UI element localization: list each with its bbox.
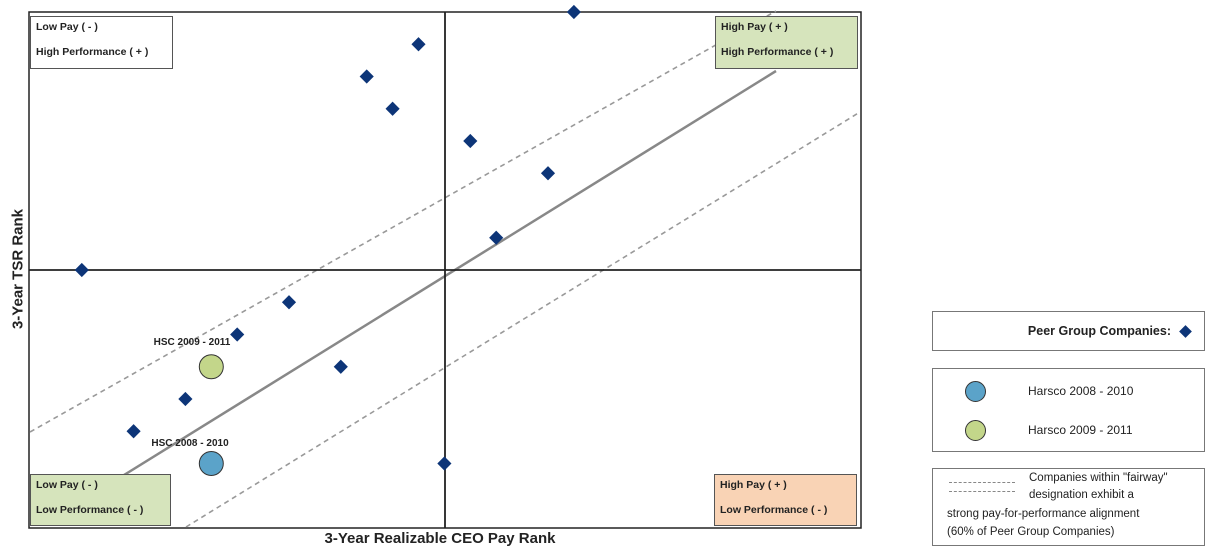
peer-company-point bbox=[230, 327, 245, 342]
peer-company-point bbox=[411, 37, 426, 52]
legend-harsco: Harsco 2008 - 2010 Harsco 2009 - 2011 bbox=[932, 368, 1205, 452]
quadrant-top-right: High Pay ( + ) High Performance ( + ) bbox=[715, 16, 858, 69]
peer-company-point bbox=[437, 456, 452, 471]
fairway-text-4: (60% of Peer Group Companies) bbox=[947, 526, 1115, 538]
peer-company-point bbox=[489, 230, 504, 245]
quadrant-top-right-line-1: High Pay ( + ) bbox=[721, 21, 788, 33]
quadrant-bottom-right-line-2: Low Performance ( - ) bbox=[720, 504, 828, 516]
peer-company-point bbox=[74, 262, 89, 278]
quadrant-bottom-right: High Pay ( + ) Low Performance ( - ) bbox=[714, 474, 857, 526]
legend-harsco-2009-2011-label: Harsco 2009 - 2011 bbox=[1028, 423, 1133, 437]
peer-company-point bbox=[385, 101, 400, 116]
dashed-line-icon bbox=[949, 482, 1015, 483]
trend-line bbox=[115, 69, 777, 482]
quadrant-bottom-left-line-2: Low Performance ( - ) bbox=[36, 504, 144, 516]
quadrant-top-left: Low Pay ( - ) High Performance ( + ) bbox=[30, 16, 173, 69]
harsco-2008-2010-point bbox=[198, 451, 224, 476]
legend-harsco-2008-2010: Harsco 2008 - 2010 bbox=[933, 376, 1204, 406]
y-axis-label: 3-Year TSR Rank bbox=[9, 208, 27, 330]
diamond-marker-icon bbox=[1179, 324, 1192, 338]
fairway-text-1: Companies within "fairway" bbox=[1029, 472, 1168, 484]
legend-harsco-2008-2010-label: Harsco 2008 - 2010 bbox=[1028, 384, 1134, 398]
peer-company-point bbox=[178, 391, 193, 407]
quadrant-bottom-left: Low Pay ( - ) Low Performance ( - ) bbox=[30, 474, 171, 526]
quadrant-top-right-line-2: High Performance ( + ) bbox=[721, 46, 834, 58]
peer-company-point bbox=[566, 4, 581, 20]
legend-peer-group: Peer Group Companies: bbox=[932, 311, 1205, 351]
legend-peer-group-label: Peer Group Companies: bbox=[1027, 324, 1171, 338]
fairway-text-2: designation exhibit a bbox=[1029, 489, 1134, 501]
annotation-hsc-2008-2010: HSC 2008 - 2010 bbox=[151, 438, 229, 449]
fairway-upper-line bbox=[29, 10, 777, 433]
fairway-lower-line bbox=[185, 111, 861, 528]
harsco-2009-2011-point bbox=[198, 354, 224, 380]
fairway-text-3: strong pay-for-performance alignment bbox=[947, 508, 1140, 520]
quadrant-top-left-line-1: Low Pay ( - ) bbox=[36, 21, 98, 33]
peer-company-point bbox=[540, 166, 556, 181]
peer-company-point bbox=[359, 69, 374, 84]
peer-company-point bbox=[126, 424, 141, 439]
peer-company-point bbox=[463, 133, 478, 149]
green-circle-marker-icon bbox=[965, 419, 986, 441]
quadrant-bottom-right-line-1: High Pay ( + ) bbox=[720, 479, 787, 491]
annotation-hsc-2009-2011: HSC 2009 - 2011 bbox=[154, 337, 231, 348]
legend-fairway: Companies within "fairway" designation e… bbox=[932, 468, 1205, 546]
x-axis-label: 3-Year Realizable CEO Pay Rank bbox=[324, 530, 556, 547]
blue-circle-marker-icon bbox=[965, 380, 986, 402]
legend-harsco-2009-2011: Harsco 2009 - 2011 bbox=[933, 415, 1204, 445]
quadrant-top-left-line-2: High Performance ( + ) bbox=[36, 46, 149, 58]
peer-company-point bbox=[281, 295, 297, 310]
peer-company-point bbox=[333, 359, 348, 374]
quadrant-bottom-left-line-1: Low Pay ( - ) bbox=[36, 479, 98, 491]
dashed-line-icon bbox=[949, 491, 1015, 492]
